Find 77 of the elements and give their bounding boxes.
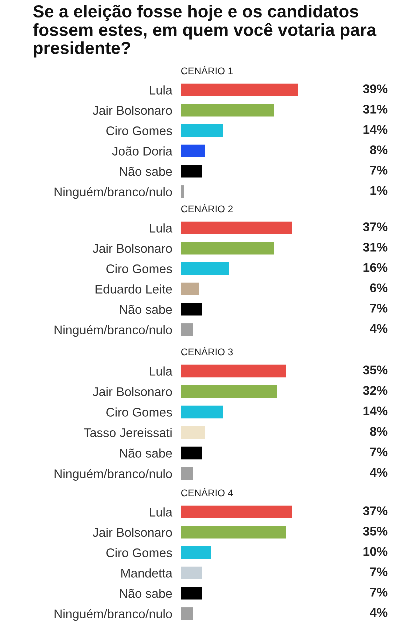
data-label: 4% <box>370 324 388 334</box>
y-tick-label: Ninguém/branco/nulo <box>54 325 172 338</box>
y-tick-label: Eduardo Leite <box>96 284 172 294</box>
y-tick-label: Ninguém/branco/nulo <box>54 609 172 622</box>
bar <box>181 303 202 316</box>
y-tick-label: Ciro Gomes <box>106 548 172 558</box>
data-label: 39% <box>363 84 388 94</box>
y-tick-label: Tasso Jereissati <box>84 428 172 438</box>
y-tick-label: Ciro Gomes <box>106 264 172 274</box>
chart-title: Se a eleição fosse hoje e os candidatos fossem estes, em quem você votaria para presidente? <box>33 5 377 58</box>
data-label: 14% <box>364 406 388 416</box>
y-tick-label: Ninguém/branco/nulo <box>54 469 172 481</box>
y-tick-label: Lula <box>150 366 173 376</box>
data-label: 7% <box>370 166 388 175</box>
bar <box>181 426 206 440</box>
y-tick-label: Mandetta <box>122 568 173 578</box>
bar <box>181 242 274 255</box>
data-label: 16% <box>364 263 388 272</box>
data-label: 7% <box>370 588 388 597</box>
bar <box>181 546 212 560</box>
bar <box>181 364 286 378</box>
data-label: 1% <box>370 186 388 196</box>
data-label: 4% <box>370 468 388 478</box>
chart-subtitle: CENÁRIO 3 <box>181 347 233 356</box>
data-label: 7% <box>370 304 388 313</box>
data-label: 7% <box>370 568 388 576</box>
bar <box>181 324 194 336</box>
y-tick-label: Lula <box>150 508 173 517</box>
bar <box>181 84 298 96</box>
y-tick-label: Jair Bolsonaro <box>92 106 172 116</box>
y-tick-label: Não sabe <box>120 304 172 314</box>
data-label: 35% <box>363 366 388 375</box>
data-label: 37% <box>363 506 388 516</box>
y-tick-label: Lula <box>150 224 173 233</box>
bar <box>181 506 292 518</box>
bar <box>181 186 184 198</box>
bar <box>181 406 224 419</box>
bar <box>181 446 202 460</box>
y-tick-label: Jair Bolsonaro <box>92 387 172 396</box>
data-label: 6% <box>370 284 388 293</box>
bar <box>181 144 206 158</box>
y-tick-label: Jair Bolsonaro <box>92 244 172 254</box>
bar <box>181 566 202 580</box>
bar <box>181 526 286 539</box>
data-label: 8% <box>370 146 388 155</box>
y-tick-label: Não sabe <box>120 448 172 458</box>
bar <box>181 262 230 276</box>
bar <box>181 385 278 398</box>
data-label: 10% <box>364 547 388 556</box>
data-label: 35% <box>363 527 388 536</box>
bar <box>181 282 200 296</box>
bar <box>181 608 194 620</box>
y-tick-label: João Doria <box>112 146 173 156</box>
data-label: 4% <box>370 608 388 618</box>
chart-subtitle: CENÁRIO 2 <box>181 204 233 213</box>
y-tick-label: Lula <box>150 86 173 95</box>
data-label: 8% <box>370 427 388 436</box>
y-tick-label: Jair Bolsonaro <box>92 528 172 538</box>
bar <box>181 165 202 178</box>
data-label: 31% <box>363 243 388 252</box>
y-tick-label: Não sabe <box>120 588 172 598</box>
chart-subtitle: CENÁRIO 1 <box>181 66 233 75</box>
data-label: 7% <box>370 448 388 457</box>
data-label: 31% <box>363 105 388 114</box>
data-label: 37% <box>363 222 388 232</box>
chart-subtitle: CENÁRIO 4 <box>181 488 234 497</box>
bar <box>181 104 274 117</box>
bar <box>181 222 292 234</box>
data-label: 32% <box>363 386 388 396</box>
y-tick-label: Ninguém/branco/nulo <box>54 187 172 200</box>
y-tick-label: Ciro Gomes <box>106 126 172 136</box>
data-label: 14% <box>364 125 388 134</box>
bar <box>181 124 224 138</box>
bar <box>181 467 194 480</box>
bar <box>181 587 202 600</box>
y-tick-label: Ciro Gomes <box>106 408 172 417</box>
y-tick-label: Não sabe <box>120 166 172 176</box>
